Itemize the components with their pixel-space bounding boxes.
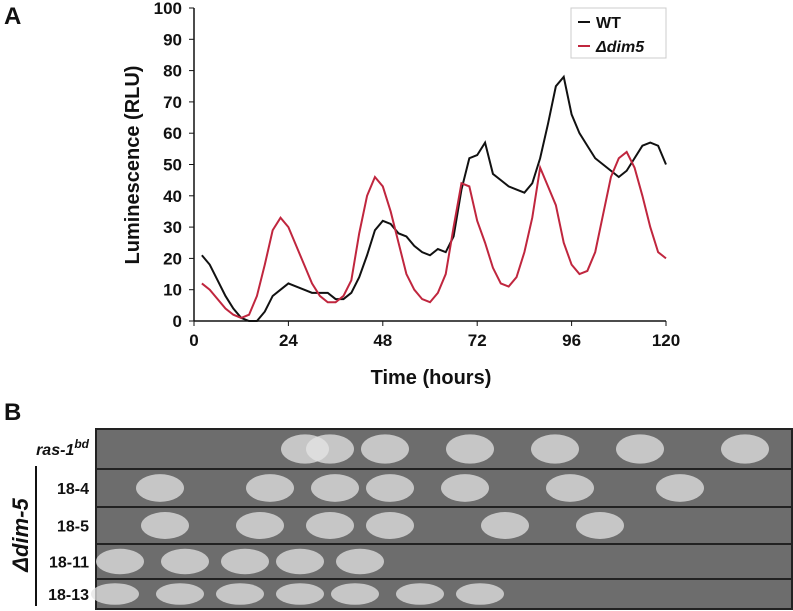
y-tick-label: 60 [163,124,182,143]
conidia-band [141,512,189,539]
row-label: 18-13 [48,587,89,604]
conidia-band [236,512,284,539]
conidia-band [216,583,264,605]
conidia-band [481,512,529,539]
conidia-band [276,548,324,575]
conidia-band [331,583,379,605]
y-axis-label: Luminescence (RLU) [122,66,144,265]
conidia-band [531,434,579,464]
y-tick-label: 20 [163,249,182,268]
x-axis-label: Time (hours) [371,367,492,389]
conidia-band [446,434,494,464]
race-tubes [91,428,793,610]
row-label-text: ras-1 [36,442,74,459]
x-tick-label: 72 [468,331,487,350]
legend-label: WT [596,15,621,32]
conidia-band [456,583,504,605]
y-tick-label: 50 [163,156,182,175]
series-line [201,150,667,319]
y-tick-label: 0 [173,312,182,331]
conidia-band [441,474,489,502]
conidia-band [96,548,144,575]
y-tick-label: 90 [163,30,182,49]
panel-label: A [4,3,21,30]
row-label-text: 18-5 [57,519,89,536]
tube [97,430,791,468]
y-tick-label: 10 [163,281,182,300]
row-label: 18-5 [57,519,89,536]
conidia-band [276,583,324,605]
x-tick-label: 24 [279,331,298,350]
panel-label: B [4,399,21,426]
conidia-band [616,434,664,464]
tube [97,508,791,543]
row-label-sup: bd [74,437,89,451]
conidia-band [576,512,624,539]
y-tick-label: 100 [154,0,182,18]
row-label-text: 18-13 [48,587,89,604]
x-tick-label: 96 [562,331,581,350]
legend-label: Δdim5 [595,39,645,56]
legend-box [570,7,667,59]
conidia-band [246,474,294,502]
conidia-band [281,434,329,464]
y-tick-label: 40 [163,187,182,206]
conidia-band [366,512,414,539]
row-label: ras-1bd [36,437,90,459]
row-label: 18-11 [49,555,89,572]
x-tick-label: 48 [373,331,392,350]
conidia-band [396,583,444,605]
conidia-band [306,512,354,539]
conidia-band [336,548,384,575]
conidia-band [721,434,769,464]
conidia-band [156,583,204,605]
conidia-band [546,474,594,502]
conidia-band [136,474,184,502]
row-label: 18-4 [57,481,89,498]
x-tick-label: 0 [189,331,198,350]
conidia-band [161,548,209,575]
conidia-band [656,474,704,502]
row-label-text: 18-4 [57,481,89,498]
conidia-band [91,583,139,605]
row-label-text: 18-11 [49,555,89,572]
conidia-band [311,474,359,502]
conidia-band [361,434,409,464]
group-label: Δdim-5 [8,498,33,573]
y-tick-label: 80 [163,62,182,81]
series-line [201,74,667,322]
conidia-band [221,548,269,575]
conidia-band [366,474,414,502]
tube [97,545,791,578]
x-tick-label: 120 [652,331,680,350]
y-tick-label: 30 [163,218,182,237]
legend: WT Δdim5 [570,7,667,59]
y-tick-label: 70 [163,93,182,112]
